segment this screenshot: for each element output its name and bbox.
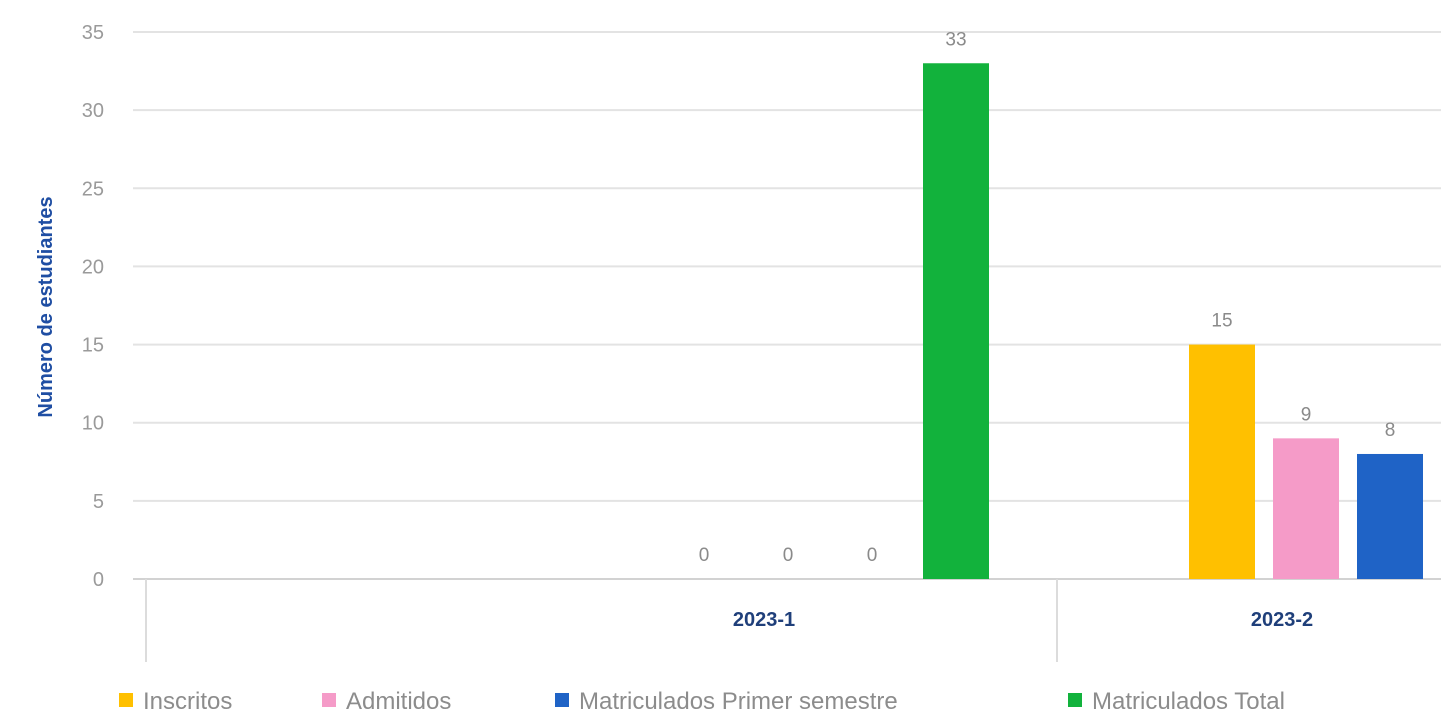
y-tick-label: 5	[93, 491, 104, 513]
bars	[923, 63, 1423, 579]
category-axis-frame	[145, 579, 1058, 662]
bar-admitidos-2023-2	[1273, 438, 1339, 579]
category-label: 2023-1	[733, 609, 795, 631]
legend-swatch	[1068, 693, 1082, 707]
bar-inscritos-2023-2	[1189, 344, 1255, 579]
legend-label: Inscritos	[143, 688, 232, 715]
legend: Inscritos Admitidos Matriculados Primer se…	[119, 688, 1285, 715]
data-label: 9	[1301, 404, 1312, 425]
legend-label: Matriculados Total	[1092, 688, 1285, 715]
data-label: 0	[783, 545, 794, 566]
data-label: 15	[1211, 311, 1232, 332]
y-axis-title: Número de estudiantes	[35, 196, 57, 417]
y-axis-ticks: 0 5 10 15 20 25 30 35	[82, 22, 104, 591]
data-label: 8	[1385, 420, 1396, 441]
y-tick-label: 15	[82, 335, 104, 357]
bar-matriculados-total-2023-1	[923, 63, 989, 579]
legend-label: Admitidos	[346, 688, 451, 715]
category-labels: 2023-1 2023-2	[733, 609, 1313, 631]
y-tick-label: 0	[93, 569, 104, 591]
y-tick-label: 30	[82, 100, 104, 122]
legend-swatch	[119, 693, 133, 707]
y-tick-label: 25	[82, 178, 104, 200]
y-tick-label: 20	[82, 256, 104, 278]
data-label: 33	[945, 29, 966, 50]
category-label: 2023-2	[1251, 609, 1313, 631]
y-tick-label: 35	[82, 22, 104, 44]
bar-matriculados-primer-semestre-2023-2	[1357, 453, 1423, 579]
data-label: 0	[867, 545, 878, 566]
legend-swatch	[322, 693, 336, 707]
legend-label: Matriculados Primer semestre	[579, 688, 898, 715]
legend-swatch	[555, 693, 569, 707]
y-tick-label: 10	[82, 413, 104, 435]
data-label: 0	[699, 545, 710, 566]
grid-lines	[133, 31, 1441, 580]
data-labels: 00033159832	[699, 29, 1396, 566]
